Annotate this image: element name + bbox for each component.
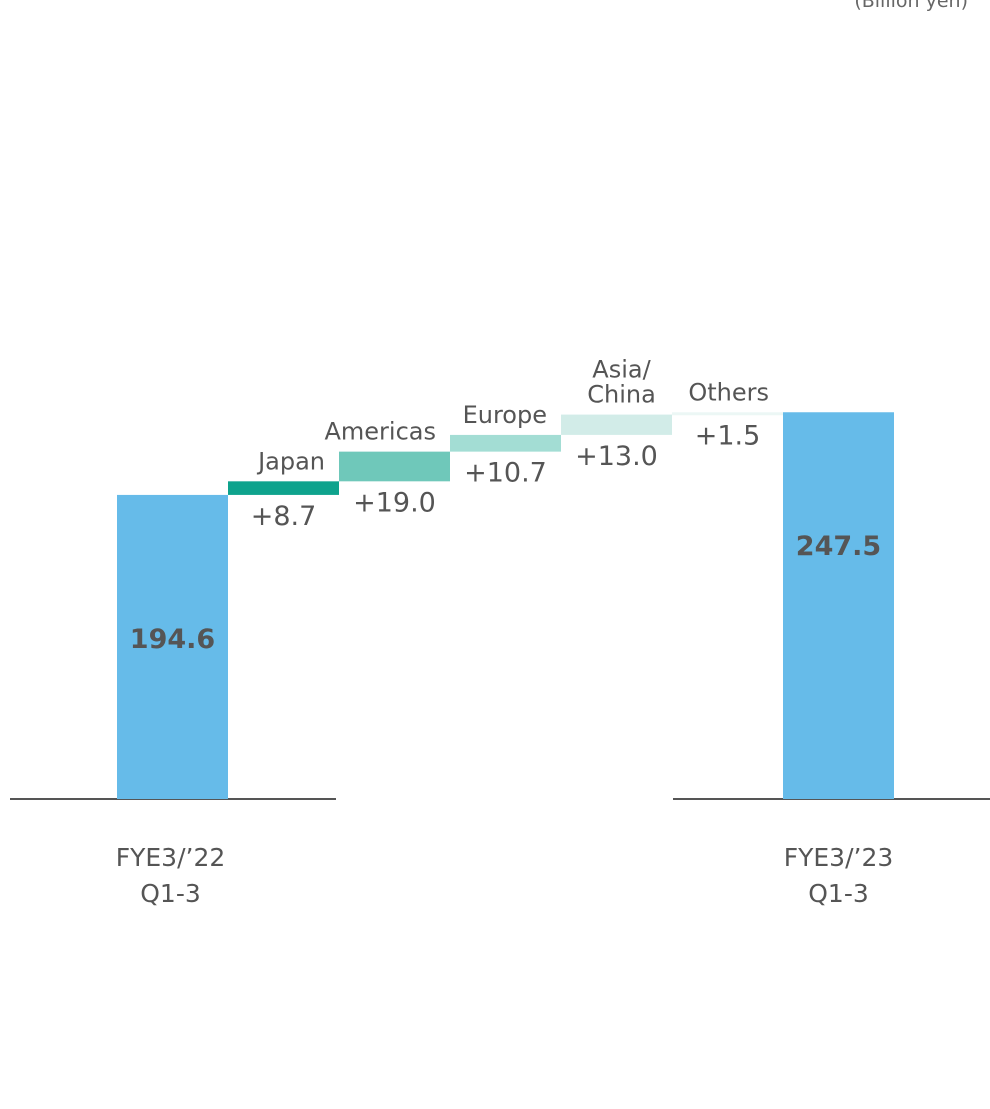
delta-value-1: +8.7 <box>251 501 317 532</box>
bar-delta-1 <box>228 481 339 495</box>
labels-layer: 194.6 Japan +8.7 Americas +19.0 Europe +10.7 As… <box>130 356 881 655</box>
category-label-6-0: FYE3/’23 <box>784 843 894 872</box>
bar-total-label-0: 194.6 <box>130 624 215 655</box>
bar-delta-2 <box>339 452 450 482</box>
delta-value-4: +13.0 <box>575 441 658 472</box>
category-label-6-1: Q1-3 <box>808 879 869 908</box>
axis-labels-layer: FYE3/’22 Q1-3 FYE3/’23 Q1-3 <box>116 843 894 908</box>
bar-delta-5 <box>672 412 783 415</box>
delta-name-4-1: China <box>587 381 656 409</box>
delta-name-3-0: Europe <box>463 401 547 429</box>
delta-name-4-0: Asia/ <box>592 356 651 384</box>
bar-total-label-6: 247.5 <box>796 531 881 562</box>
delta-value-2: +19.0 <box>353 487 436 518</box>
category-label-0-0: FYE3/’22 <box>116 843 226 872</box>
delta-value-3: +10.7 <box>464 458 547 489</box>
bar-total-6 <box>783 412 894 799</box>
category-label-0-1: Q1-3 <box>140 879 201 908</box>
delta-value-5: +1.5 <box>695 421 761 452</box>
delta-name-2-0: Americas <box>324 418 436 446</box>
delta-name-1-0: Japan <box>256 447 325 475</box>
delta-name-5-0: Others <box>688 378 769 406</box>
bar-delta-4 <box>561 415 672 435</box>
bar-delta-3 <box>450 435 561 452</box>
